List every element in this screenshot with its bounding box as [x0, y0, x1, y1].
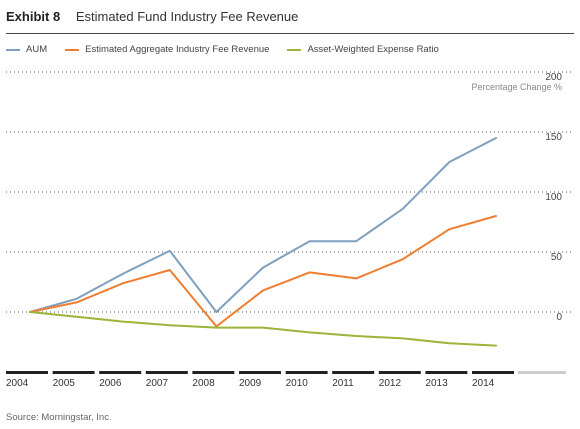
x-axis-segment	[239, 371, 281, 374]
x-tick-label: 2008	[192, 378, 215, 389]
legend-item-expense-ratio: Asset-Weighted Expense Ratio	[287, 44, 439, 55]
x-tick-label: 2006	[99, 378, 122, 389]
x-tick-label: 2011	[332, 378, 354, 389]
legend-swatch-fee-revenue	[65, 48, 80, 51]
legend-label-fee-revenue: Estimated Aggregate Industry Fee Revenue	[85, 44, 270, 55]
x-tick-label: 2005	[53, 378, 76, 389]
x-axis-segment	[378, 371, 421, 374]
y-axis-label: Percentage Change %	[471, 82, 562, 92]
x-axis-segment	[192, 371, 235, 374]
title-divider	[6, 33, 574, 34]
x-axis-segment	[99, 371, 142, 374]
legend-swatch-aum	[6, 48, 20, 51]
x-axis-segment	[52, 371, 95, 374]
x-tick-label: 2012	[379, 378, 402, 389]
exhibit-label: Exhibit 8	[6, 9, 61, 24]
x-axis-segment	[425, 371, 468, 374]
legend-label-aum: AUM	[26, 44, 48, 55]
x-axis-segment	[472, 371, 514, 374]
x-tick-label: 2009	[239, 378, 262, 389]
series-line-aum	[29, 137, 497, 313]
x-tick-label: 2014	[472, 378, 495, 389]
x-axis-segment	[145, 371, 188, 374]
legend-label-expense-ratio: Asset-Weighted Expense Ratio	[307, 44, 439, 55]
x-axis-segment	[6, 371, 48, 374]
series-line-expense	[29, 311, 497, 347]
y-tick-label: 50	[551, 252, 563, 263]
y-tick-label: 150	[545, 132, 562, 143]
x-axis-segment	[518, 371, 566, 374]
x-tick-label: 2007	[146, 378, 169, 389]
chart-legend: AUM Estimated Aggregate Industry Fee Rev…	[6, 44, 439, 55]
x-axis-segment	[332, 371, 375, 374]
x-axis-segment	[285, 371, 328, 374]
legend-item-fee-revenue: Estimated Aggregate Industry Fee Revenue	[65, 44, 269, 55]
source-note: Source: Morningstar, Inc.	[6, 412, 112, 423]
chart-title-row: Exhibit 8 Estimated Fund Industry Fee Re…	[6, 9, 298, 24]
series-line-fee	[29, 215, 497, 328]
y-tick-label: 100	[545, 192, 562, 203]
x-tick-label: 2004	[6, 378, 29, 389]
legend-item-aum: AUM	[6, 44, 47, 55]
x-tick-label: 2010	[286, 378, 309, 389]
x-tick-label: 2013	[425, 378, 448, 389]
y-tick-label: 0	[556, 312, 562, 323]
y-tick-label: 200	[545, 72, 562, 83]
chart-title: Estimated Fund Industry Fee Revenue	[75, 9, 299, 24]
legend-swatch-expense-ratio	[287, 48, 302, 51]
